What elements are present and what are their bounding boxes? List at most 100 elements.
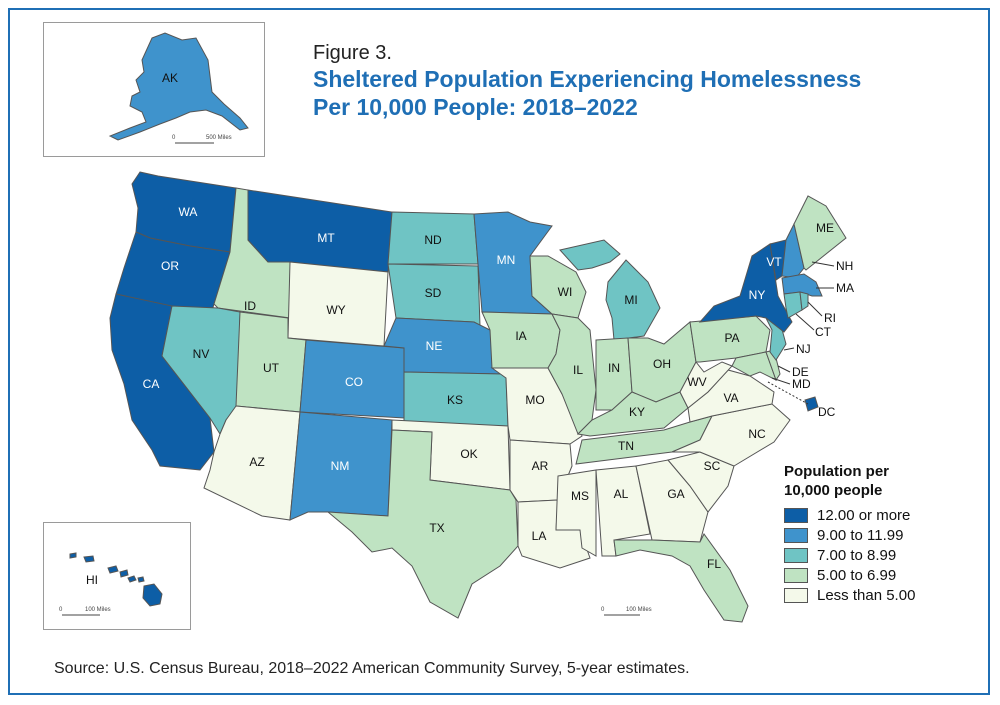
state-label-AR: AR (532, 459, 549, 473)
state-label-WI: WI (558, 285, 573, 299)
source-note: Source: U.S. Census Bureau, 2018–2022 Am… (54, 660, 690, 677)
svg-text:0: 0 (601, 607, 605, 613)
state-MI (559, 239, 621, 271)
state-label-NC: NC (748, 427, 766, 441)
alaska-scale-bar: 0 500 Miles (172, 135, 232, 144)
hawaii-inset: HI 0 100 Miles (59, 552, 163, 616)
state-label-WY: WY (326, 303, 345, 317)
state-label-AK: AK (162, 71, 178, 85)
alaska-inset: AK 0 500 Miles (108, 32, 249, 144)
figure-frame (8, 8, 990, 695)
state-HI (83, 555, 95, 563)
state-label-OH: OH (653, 357, 671, 371)
state-label-TN: TN (618, 439, 634, 453)
svg-text:100 Miles: 100 Miles (85, 607, 111, 613)
svg-text:0: 0 (59, 607, 63, 613)
state-NH (781, 222, 805, 279)
state-label-SD: SD (425, 286, 442, 300)
state-label-FL: FL (707, 557, 721, 571)
state-label-ND: ND (424, 233, 442, 247)
state-label-WV: WV (687, 375, 706, 389)
state-label-MN: MN (497, 253, 516, 267)
state-HI (69, 552, 77, 559)
state-label-IA: IA (515, 329, 526, 343)
state-DC (804, 396, 819, 412)
state-label-OR: OR (161, 259, 179, 273)
legend-item: 9.00 to 11.99 (784, 526, 903, 545)
state-label-NJ: NJ (796, 342, 811, 356)
state-label-RI: RI (824, 311, 836, 325)
state-label-MT: MT (317, 231, 335, 245)
legend-swatch (784, 528, 808, 543)
state-label-VA: VA (723, 391, 738, 405)
state-label-IN: IN (608, 361, 620, 375)
state-label-NM: NM (331, 459, 350, 473)
conus-scale-bar: 0 100 Miles (601, 607, 652, 616)
state-label-LA: LA (532, 529, 547, 543)
state-FL (613, 533, 749, 623)
state-ME (793, 195, 847, 271)
state-label-KY: KY (629, 405, 645, 419)
state-label-MO: MO (525, 393, 544, 407)
legend-item: 5.00 to 6.99 (784, 566, 896, 585)
legend-label: 7.00 to 8.99 (817, 547, 897, 564)
state-label-CT: CT (815, 325, 832, 339)
state-label-NE: NE (426, 339, 443, 353)
legend-label: Less than 5.00 (817, 587, 916, 604)
state-label-UT: UT (263, 361, 280, 375)
state-HI (119, 569, 129, 578)
state-label-CA: CA (143, 377, 160, 391)
hawaii-scale-bar: 0 100 Miles (59, 607, 111, 616)
state-label-NV: NV (193, 347, 210, 361)
legend-title-line-1: Population per (784, 463, 889, 480)
state-label-ME: ME (816, 221, 834, 235)
state-HI (107, 565, 119, 574)
state-RI (799, 291, 809, 311)
legend-label: 12.00 or more (817, 507, 911, 524)
state-AK (108, 32, 249, 141)
state-label-MA: MA (836, 281, 854, 295)
state-label-KS: KS (447, 393, 463, 407)
state-NY (698, 243, 793, 333)
state-WI (529, 255, 587, 319)
state-label-CO: CO (345, 375, 363, 389)
legend-item: 7.00 to 8.99 (784, 546, 896, 565)
state-label-AZ: AZ (249, 455, 264, 469)
state-KY (576, 391, 689, 437)
state-label-GA: GA (667, 487, 684, 501)
svg-text:500 Miles: 500 Miles (206, 135, 232, 141)
state-label-MS: MS (571, 489, 589, 503)
state-HI (142, 583, 163, 607)
state-label-WA: WA (179, 205, 198, 219)
conus-states (109, 171, 847, 623)
state-label-TX: TX (429, 521, 444, 535)
figure-label: Figure 3. (313, 42, 392, 64)
legend-label: 5.00 to 6.99 (817, 567, 897, 584)
state-label-NY: NY (749, 288, 766, 302)
state-CT (783, 291, 803, 319)
state-label-OK: OK (460, 447, 477, 461)
legend-label: 9.00 to 11.99 (817, 527, 904, 544)
state-label-ID: ID (244, 299, 256, 313)
state-labels: WA OR CA ID NV MT WY UT AZ CO NM ND SD N… (143, 205, 854, 571)
state-label-IL: IL (573, 363, 583, 377)
label-leader-lines (767, 261, 835, 405)
state-WV (679, 361, 733, 409)
legend-item: Less than 5.00 (784, 586, 915, 605)
state-label-SC: SC (704, 459, 721, 473)
legend-item: 12.00 or more (784, 506, 910, 525)
legend-swatch (784, 588, 808, 603)
hawaii-inset-box (43, 522, 191, 630)
title-line-2: Per 10,000 People: 2018–2022 (313, 94, 638, 120)
title-line-1: Sheltered Population Experiencing Homele… (313, 66, 862, 92)
state-TX (326, 429, 519, 619)
state-label-DE: DE (792, 365, 809, 379)
legend-swatch (784, 568, 808, 583)
state-label-AL: AL (614, 487, 629, 501)
state-label-VT: VT (766, 255, 782, 269)
state-HI (127, 575, 137, 583)
svg-text:100 Miles: 100 Miles (626, 607, 652, 613)
legend-swatch (784, 548, 808, 563)
state-label-MD: MD (792, 377, 811, 391)
